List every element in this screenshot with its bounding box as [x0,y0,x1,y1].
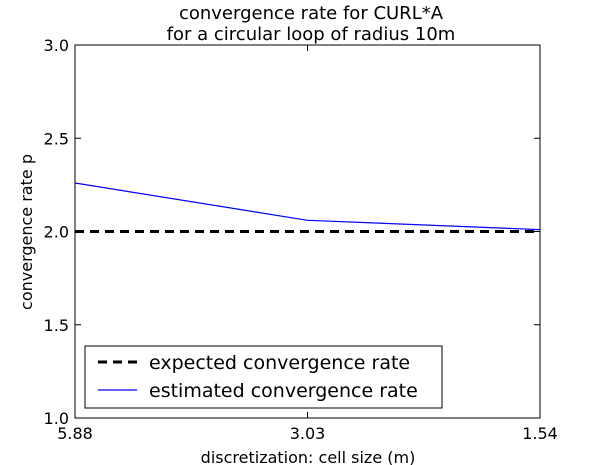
y-axis-label: convergence rate p [17,154,36,310]
x-tick-label-1: 5.88 [57,424,93,443]
legend: expected convergence rate estimated conve… [84,345,443,409]
y-tick-label-3: 2.0 [44,223,69,242]
chart-title-line-1: convergence rate for CURL*A [179,3,444,24]
x-axis-label: discretization: cell size (m) [201,448,416,465]
y-tick-label-2: 1.5 [44,316,69,335]
legend-box [84,345,443,409]
x-tick-label-3: 1.54 [522,424,558,443]
legend-label-2: estimated convergence rate [149,380,418,402]
x-tick-label-2: 3.03 [290,424,326,443]
plot-area [74,182,541,233]
y-tick-label-4: 2.5 [44,129,69,148]
y-tick-label-1: 1.0 [44,409,69,428]
y-tick-label-5: 3.0 [44,36,69,55]
legend-label-1: expected convergence rate [149,352,410,374]
chart-title: convergence rate for CURL*A for a circul… [167,3,456,45]
axes: 1.0 1.5 2.0 2.5 3.0 5.88 3.03 1.54 [44,36,558,443]
chart-title-line-2: for a circular loop of radius 10m [167,24,456,45]
series-line-2 [74,182,541,231]
